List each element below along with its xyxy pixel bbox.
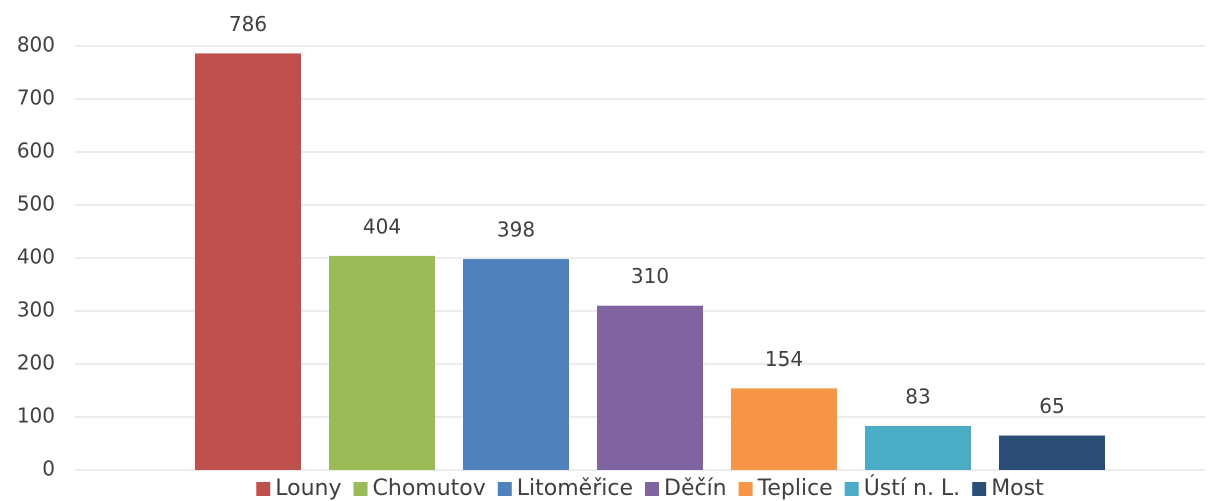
legend-label: Litoměřice — [517, 476, 633, 501]
data-label: 398 — [497, 218, 535, 242]
data-label: 65 — [1039, 394, 1064, 418]
legend-label: Louny — [275, 476, 341, 501]
legend-label: Děčín — [664, 476, 727, 501]
bar — [195, 53, 301, 471]
bar — [329, 255, 435, 470]
bar — [731, 388, 837, 470]
y-tick-label: 700 — [17, 86, 55, 110]
y-tick-label: 0 — [42, 457, 55, 481]
legend-swatch — [497, 482, 512, 496]
legend-label: Most — [991, 476, 1044, 501]
legend-swatch — [353, 482, 368, 496]
bar — [999, 435, 1105, 470]
data-label: 83 — [905, 385, 930, 409]
legend-swatch — [844, 482, 859, 496]
data-label: 154 — [765, 347, 803, 371]
legend-label: Teplice — [757, 476, 833, 501]
data-label: 310 — [631, 264, 669, 288]
data-label: 404 — [363, 214, 401, 238]
bar — [463, 259, 569, 470]
y-tick-label: 300 — [17, 298, 55, 322]
y-tick-label: 500 — [17, 192, 55, 216]
y-tick-label: 100 — [17, 404, 55, 428]
legend-label: Chomutov — [373, 476, 486, 501]
y-tick-label: 800 — [17, 33, 55, 57]
legend-label: Ústí n. L. — [864, 475, 960, 501]
y-tick-label: 600 — [17, 139, 55, 163]
legend-swatch — [645, 482, 659, 496]
legend-swatch — [738, 482, 753, 496]
bar — [597, 305, 703, 470]
y-tick-label: 400 — [17, 245, 55, 269]
legend-swatch — [256, 482, 271, 496]
bar — [865, 426, 971, 470]
data-label: 786 — [229, 12, 267, 36]
y-tick-label: 200 — [17, 351, 55, 375]
legend-swatch — [972, 482, 987, 496]
